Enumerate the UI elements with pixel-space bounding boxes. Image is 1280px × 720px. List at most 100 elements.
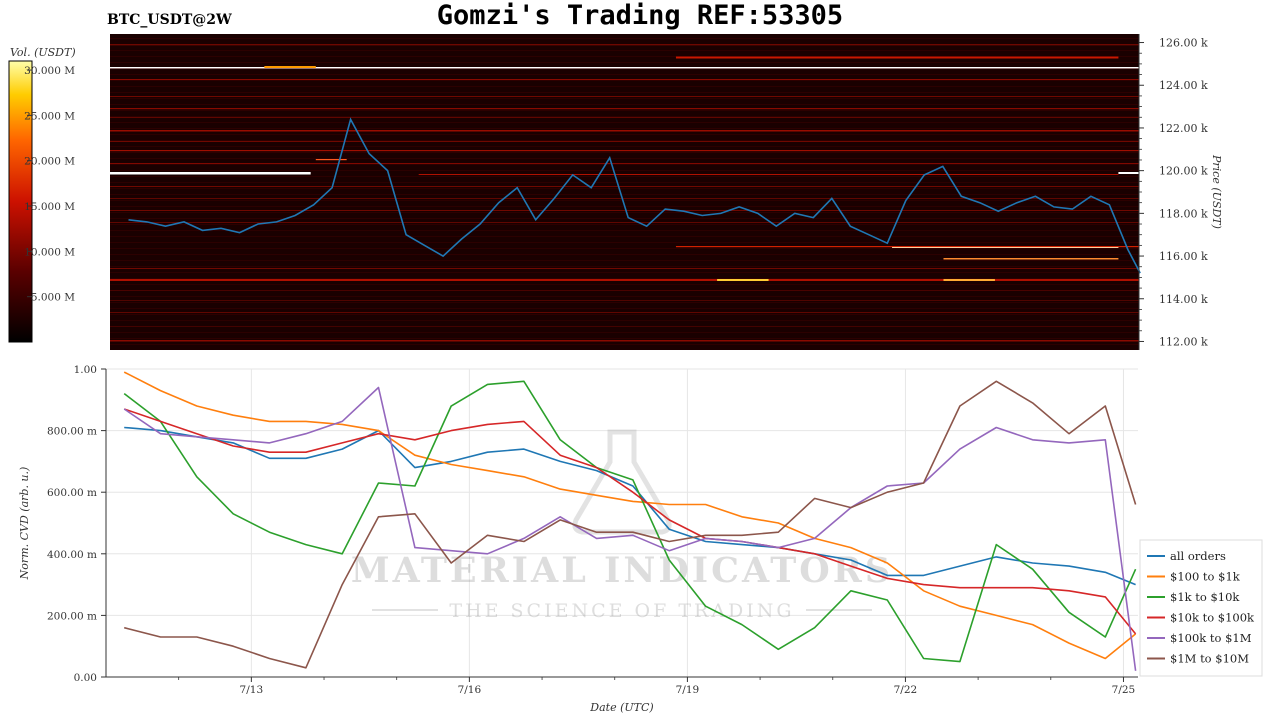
colorbar (8, 60, 33, 343)
heatmap-band (110, 38, 1139, 39)
heatmap-band (943, 258, 1119, 260)
price-tick-label: 124.00 k (1159, 79, 1208, 92)
heatmap-band (110, 326, 1139, 327)
cvd-x-tick-label: 7/25 (1112, 684, 1136, 696)
colorbar-ticks: 5.000 M 10.000 M 15.000 M 20.000 M 25.000 M 3… (24, 65, 75, 304)
heatmap-band (110, 130, 1139, 132)
heatmap-band (110, 230, 1139, 231)
cvd-y-axis-label: Norm. CVD (arb. u.) (18, 467, 31, 581)
cvd-x-tick-label: 7/19 (676, 684, 700, 696)
heatmap-band (110, 332, 1139, 333)
heatmap-band (110, 176, 1139, 177)
heatmap-band (110, 86, 1139, 87)
heatmap-band (110, 312, 1139, 313)
cvd-y-tick-label: 200.00 m (47, 610, 97, 622)
heatmap-band (110, 254, 1139, 255)
heatmap-band (110, 300, 1139, 301)
heatmap-band (110, 150, 1139, 152)
cvd-x-tick-label: 7/16 (458, 684, 482, 696)
cvd-y-tick-label: 400.00 m (47, 549, 97, 561)
cvd-y-tick-label: 800.00 m (47, 426, 97, 438)
cvd-plot-area (106, 369, 1138, 677)
heatmap-band (110, 164, 1139, 165)
heatmap-band (110, 248, 1139, 249)
price-tick-label: 126.00 k (1159, 37, 1208, 50)
heatmap-band (418, 174, 1119, 175)
heatmap-band (110, 80, 1139, 81)
heatmap-band (110, 278, 1139, 279)
colorbar-tick-label: 25.000 M (24, 110, 75, 122)
legend-label: $100k to $1M (1170, 631, 1252, 645)
heatmap-band (110, 210, 1139, 211)
heatmap-band (675, 56, 1119, 59)
colorbar-tick-label: 30.000 M (24, 65, 75, 77)
heatmap-panel: 112.00 k 114.00 k 116.00 k 118.00 k 120.00 k… (110, 34, 1223, 350)
cvd-series-line (124, 380, 1137, 669)
heatmap-band (110, 188, 1139, 189)
heatmap-band (110, 302, 1139, 303)
heatmap-band (110, 242, 1139, 243)
heatmap-band (110, 98, 1139, 99)
heatmap-band (110, 110, 1139, 111)
heatmap-band (110, 182, 1139, 183)
heatmap-band (110, 284, 1139, 285)
heatmap-band (110, 236, 1139, 237)
heatmap-band (110, 320, 1139, 321)
heatmap-band (110, 141, 1139, 142)
heatmap-band (110, 116, 1139, 117)
price-tick-label: 114.00 k (1159, 293, 1208, 306)
heatmap-band (110, 74, 1139, 75)
heatmap-band (264, 66, 316, 68)
price-tick-label: 116.00 k (1159, 250, 1208, 263)
cvd-series-line (124, 426, 1136, 586)
price-tick-label: 112.00 k (1159, 335, 1208, 348)
heatmap-band (110, 68, 1139, 69)
pair-label: BTC_USDT@2W (107, 12, 232, 28)
heatmap-band (1118, 172, 1139, 174)
watermark-brand: MATERIAL INDICATORS (351, 550, 893, 591)
legend-label: $10k to $100k (1170, 611, 1255, 625)
heatmap-band (110, 260, 1139, 261)
legend-label: $1M to $10M (1170, 652, 1249, 666)
heatmap-band (110, 146, 1139, 147)
heatmap-band (110, 128, 1139, 129)
legend-label: all orders (1170, 549, 1226, 563)
heatmap-band (110, 268, 1139, 269)
price-tick-label: 122.00 k (1159, 122, 1208, 135)
cvd-series-line (123, 386, 1137, 671)
colorbar-tick-label: 10.000 M (24, 246, 75, 258)
cvd-series-line (123, 408, 1137, 635)
colorbar-tick-label: 20.000 M (24, 156, 75, 168)
heatmap-band (110, 50, 1139, 51)
heatmap-band (110, 92, 1139, 93)
colorbar-tick-label: 15.000 M (24, 201, 75, 213)
cvd-series-line (123, 380, 1137, 663)
heatmap-band (675, 246, 1139, 248)
heatmap-band (110, 158, 1139, 159)
heatmap-band (110, 56, 1139, 57)
price-tick-label: 120.00 k (1159, 165, 1208, 178)
cvd-y-ticks: 0.00 200.00 m 400.00 m 600.00 m 800.00 m 1.00 (47, 364, 106, 684)
heatmap-band (110, 272, 1139, 273)
heatmap-band (110, 308, 1139, 309)
cvd-panel: MATERIAL INDICATORS THE SCIENCE OF TRADI… (18, 364, 1263, 714)
heatmap-band (110, 198, 1139, 199)
cvd-series (123, 371, 1137, 671)
heatmap-band (110, 170, 1139, 171)
heatmap-band (110, 79, 1139, 80)
legend-label: $100 to $1k (1170, 570, 1241, 584)
heatmap-band (110, 338, 1139, 339)
watermark-tagline: THE SCIENCE OF TRADING (449, 600, 794, 622)
legend-label: $1k to $10k (1170, 590, 1240, 604)
colorbar-tick-label: 5.000 M (31, 292, 75, 304)
cvd-series-line (123, 371, 1137, 660)
heatmap-band (110, 163, 1139, 164)
heatmap-band (110, 96, 1139, 97)
chart-title: Gomzi's Trading REF:53305 (436, 0, 844, 31)
heatmap-band (110, 279, 1139, 281)
colorbar-label: Vol. (USDT) (10, 46, 76, 59)
cvd-x-ticks: 7/13 7/16 7/19 7/22 7/25 (178, 677, 1136, 696)
flask-icon (572, 429, 672, 535)
heatmap-band (717, 279, 769, 281)
